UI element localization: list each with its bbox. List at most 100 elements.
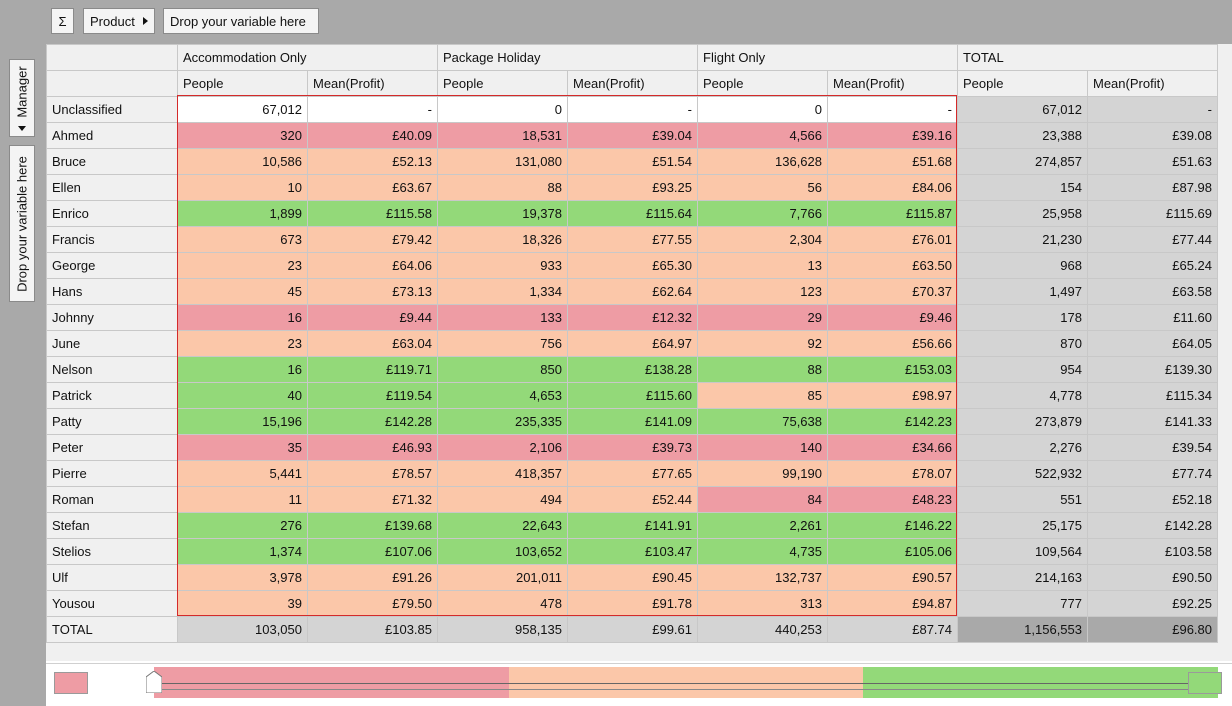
row-header[interactable]: Roman [46,486,178,513]
row-drop-zone[interactable]: Drop your variable here [9,145,35,302]
table-cell[interactable]: £94.87 [827,590,958,617]
table-cell[interactable]: 109,564 [957,538,1088,565]
table-cell[interactable]: 4,566 [697,122,828,149]
row-header[interactable]: Bruce [46,148,178,175]
table-cell[interactable]: £51.54 [567,148,698,175]
table-cell[interactable]: 235,335 [437,408,568,435]
table-cell[interactable]: £87.98 [1087,174,1218,201]
table-cell[interactable]: £93.25 [567,174,698,201]
table-cell[interactable]: 45 [177,278,308,305]
column-drop-zone[interactable]: Drop your variable here [163,8,319,34]
table-cell[interactable]: £78.07 [827,460,958,487]
column-group-header[interactable]: Package Holiday [437,44,698,71]
sum-button[interactable]: Σ [51,8,74,34]
table-cell[interactable]: £12.32 [567,304,698,331]
table-cell[interactable]: 13 [697,252,828,279]
table-cell[interactable]: £40.09 [307,122,438,149]
row-header[interactable]: Peter [46,434,178,461]
table-cell[interactable]: £103.47 [567,538,698,565]
row-header[interactable]: Ellen [46,174,178,201]
table-cell[interactable]: £90.50 [1087,564,1218,591]
table-cell[interactable]: 673 [177,226,308,253]
table-cell[interactable]: £77.55 [567,226,698,253]
table-cell[interactable]: £11.60 [1087,304,1218,331]
table-cell[interactable]: 551 [957,486,1088,513]
row-header[interactable]: Pierre [46,460,178,487]
table-cell[interactable]: 1,497 [957,278,1088,305]
row-header[interactable]: Enrico [46,200,178,227]
table-cell[interactable]: £39.73 [567,434,698,461]
table-cell[interactable]: £9.46 [827,304,958,331]
range-handle-icon[interactable] [146,671,162,693]
table-cell[interactable]: 756 [437,330,568,357]
table-cell[interactable]: £63.50 [827,252,958,279]
table-cell[interactable]: 10,586 [177,148,308,175]
measure-header[interactable]: People [437,70,568,97]
table-cell[interactable]: 1,899 [177,200,308,227]
table-cell[interactable]: £91.26 [307,564,438,591]
table-cell[interactable]: £39.54 [1087,434,1218,461]
measure-header[interactable]: Mean(Profit) [307,70,438,97]
table-cell[interactable]: £71.32 [307,486,438,513]
table-cell[interactable]: 25,958 [957,200,1088,227]
table-cell[interactable]: £142.28 [307,408,438,435]
table-cell[interactable]: 88 [437,174,568,201]
row-header[interactable]: Patty [46,408,178,435]
row-header[interactable]: Francis [46,226,178,253]
measure-header[interactable]: People [957,70,1088,97]
table-cell[interactable]: - [567,96,698,123]
table-cell[interactable]: £62.64 [567,278,698,305]
measure-header[interactable]: Mean(Profit) [827,70,958,97]
row-header[interactable]: Stelios [46,538,178,565]
table-cell[interactable]: 133 [437,304,568,331]
table-cell[interactable]: £92.25 [1087,590,1218,617]
table-cell[interactable]: £119.71 [307,356,438,383]
table-cell[interactable]: £146.22 [827,512,958,539]
table-cell[interactable]: 84 [697,486,828,513]
table-cell[interactable]: £79.42 [307,226,438,253]
table-cell[interactable]: £56.66 [827,330,958,357]
total-cell[interactable]: 103,050 [177,616,308,643]
table-cell[interactable]: 16 [177,304,308,331]
table-cell[interactable]: £98.97 [827,382,958,409]
high-range-bar[interactable] [863,667,1218,698]
table-cell[interactable]: 154 [957,174,1088,201]
row-header[interactable]: Ahmed [46,122,178,149]
table-cell[interactable]: 123 [697,278,828,305]
table-cell[interactable]: 88 [697,356,828,383]
table-cell[interactable]: 56 [697,174,828,201]
measure-header[interactable]: Mean(Profit) [567,70,698,97]
table-cell[interactable]: £90.45 [567,564,698,591]
table-cell[interactable]: £141.91 [567,512,698,539]
table-cell[interactable]: 954 [957,356,1088,383]
table-cell[interactable]: 2,304 [697,226,828,253]
table-cell[interactable]: 850 [437,356,568,383]
table-cell[interactable]: £70.37 [827,278,958,305]
row-header[interactable]: June [46,330,178,357]
table-cell[interactable]: 23 [177,252,308,279]
table-cell[interactable]: 276 [177,512,308,539]
table-cell[interactable]: - [827,96,958,123]
table-cell[interactable]: 201,011 [437,564,568,591]
table-cell[interactable]: £139.30 [1087,356,1218,383]
table-cell[interactable]: 15,196 [177,408,308,435]
table-cell[interactable]: £141.09 [567,408,698,435]
table-cell[interactable]: £63.04 [307,330,438,357]
table-cell[interactable]: - [1087,96,1218,123]
row-header[interactable]: Patrick [46,382,178,409]
table-cell[interactable]: 2,276 [957,434,1088,461]
table-cell[interactable]: £64.97 [567,330,698,357]
table-cell[interactable]: £77.44 [1087,226,1218,253]
row-header[interactable]: Nelson [46,356,178,383]
table-cell[interactable]: 274,857 [957,148,1088,175]
column-group-header[interactable]: Flight Only [697,44,958,71]
table-cell[interactable]: £141.33 [1087,408,1218,435]
table-cell[interactable]: £52.13 [307,148,438,175]
manager-variable-button[interactable]: Manager [9,59,35,137]
table-cell[interactable]: £9.44 [307,304,438,331]
table-cell[interactable]: 67,012 [957,96,1088,123]
table-cell[interactable]: £39.08 [1087,122,1218,149]
table-cell[interactable]: 23,388 [957,122,1088,149]
table-cell[interactable]: 40 [177,382,308,409]
total-cell[interactable]: 440,253 [697,616,828,643]
